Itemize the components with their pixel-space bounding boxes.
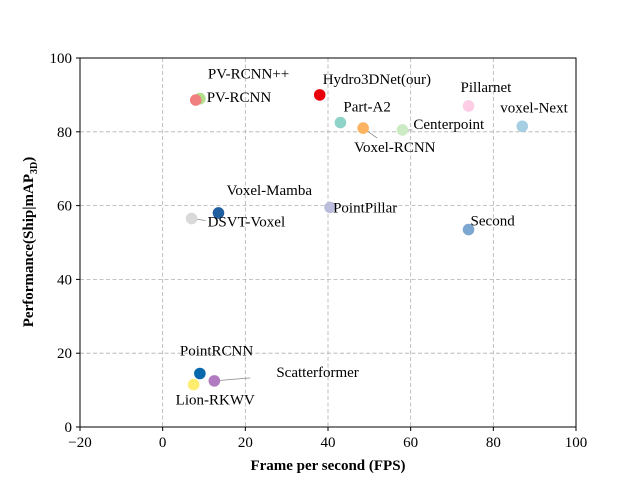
y-axis-title-subscript: 3D bbox=[29, 162, 40, 174]
y-tick-label: 0 bbox=[65, 420, 73, 436]
grid-lines bbox=[79, 57, 577, 428]
point-label: Part-A2 bbox=[343, 100, 391, 116]
y-axis-title-end: ) bbox=[21, 157, 37, 162]
point-label: Pillarnet bbox=[461, 80, 513, 96]
x-tick-label: 60 bbox=[403, 435, 418, 451]
point-label: DSVT-Voxel bbox=[208, 215, 286, 231]
y-tick-label: 80 bbox=[57, 125, 72, 141]
x-tick-label: −20 bbox=[68, 435, 91, 451]
point-label: Voxel-RCNN bbox=[354, 140, 436, 156]
x-tick-label: 100 bbox=[565, 435, 588, 451]
scatter-point bbox=[357, 122, 369, 134]
point-label: PointPillar bbox=[333, 200, 397, 216]
label-leader-line bbox=[214, 377, 251, 382]
x-tick-label: 0 bbox=[159, 435, 167, 451]
point-label: Hydro3DNet(our) bbox=[323, 72, 431, 88]
data-points bbox=[185, 89, 529, 391]
point-label: Scatterformer bbox=[276, 365, 358, 381]
point-label: voxel-Next bbox=[500, 100, 568, 116]
scatter-point bbox=[194, 367, 206, 380]
point-label: PV-RCNN bbox=[207, 90, 272, 106]
y-tick-label: 60 bbox=[57, 199, 72, 215]
x-axis-title: Frame per second (FPS) bbox=[250, 458, 405, 474]
scatter-point bbox=[189, 94, 202, 106]
point-labels: PV-RCNN++ PV-RCNN Hydro3DNet(our) Part-A2 Vo… bbox=[176, 67, 569, 409]
point-label: Centerpoint bbox=[413, 117, 485, 133]
y-axis-title-main: Performance(Ship|mAP bbox=[21, 174, 37, 327]
scatter-point bbox=[208, 375, 221, 387]
scatter-point bbox=[187, 378, 200, 391]
scatter-point bbox=[324, 201, 336, 214]
scatter-point bbox=[462, 100, 475, 112]
point-label: PointRCNN bbox=[180, 343, 254, 359]
point-label: Second bbox=[471, 214, 516, 230]
x-tick-label: 80 bbox=[486, 435, 501, 451]
scatter-point bbox=[185, 212, 198, 225]
y-tick-label: 20 bbox=[57, 346, 72, 362]
scatter-point bbox=[462, 223, 475, 236]
y-axis-title: Performance(Ship|mAP3D) bbox=[21, 157, 40, 328]
x-tick-label: 20 bbox=[238, 435, 253, 451]
scatter-point bbox=[516, 120, 529, 133]
y-tick-label: 100 bbox=[50, 51, 73, 67]
point-label: Voxel-Mamba bbox=[226, 183, 312, 199]
scatter-point bbox=[313, 89, 326, 101]
x-tick-label: 40 bbox=[321, 435, 336, 451]
scatter-point bbox=[212, 207, 225, 219]
point-label: Lion-RKWV bbox=[176, 393, 255, 409]
scatter-point bbox=[396, 124, 409, 136]
scatter-point bbox=[334, 116, 347, 129]
point-label: PV-RCNN++ bbox=[208, 67, 289, 83]
y-tick-label: 40 bbox=[57, 272, 72, 288]
